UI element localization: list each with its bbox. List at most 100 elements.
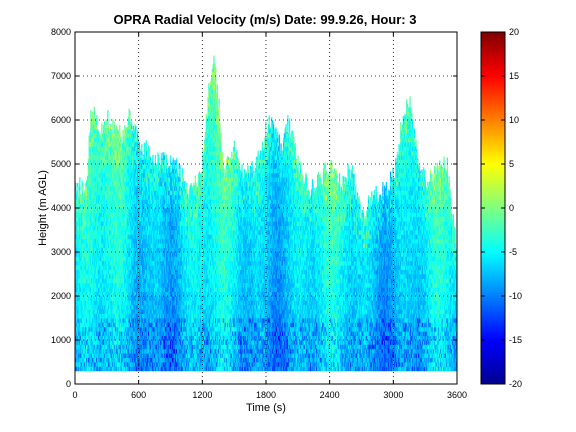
heatmap-cell [99, 172, 101, 178]
heatmap-cell [93, 353, 95, 358]
heatmap-cell [89, 287, 91, 292]
heatmap-cell [88, 291, 90, 297]
heatmap-cell [81, 181, 84, 187]
heatmap-cell [100, 181, 102, 187]
heatmap-cell [79, 238, 81, 244]
heatmap-cell [101, 260, 103, 266]
heatmap-cell [101, 296, 103, 301]
heatmap-cell [80, 230, 83, 235]
heatmap-cell [80, 225, 82, 231]
heatmap-cell [82, 300, 84, 306]
heatmap-cell [90, 164, 92, 169]
heatmap-cell [101, 357, 103, 363]
heatmap-cell [91, 318, 93, 323]
heatmap-cell [75, 238, 77, 244]
heatmap-cell [86, 331, 88, 336]
heatmap-cell [83, 362, 85, 367]
heatmap-cell [88, 309, 90, 314]
heatmap-cell [84, 348, 86, 354]
heatmap-cell [103, 340, 106, 345]
heatmap-cell [88, 203, 90, 209]
heatmap-cell [103, 247, 105, 253]
heatmap-cell [76, 182, 78, 187]
heatmap-cell [78, 186, 80, 191]
heatmap-cell [75, 252, 78, 257]
heatmap-cell [80, 296, 82, 301]
heatmap-cell [94, 331, 96, 336]
heatmap-cell [77, 357, 79, 363]
heatmap-cell [84, 199, 86, 204]
heatmap-cell [97, 203, 99, 209]
heatmap-cell [91, 282, 94, 288]
heatmap-cell [103, 252, 106, 257]
heatmap-cell [78, 340, 80, 345]
heatmap-cell [97, 326, 99, 332]
heatmap-cell [82, 366, 84, 372]
heatmap-cell [94, 304, 96, 310]
heatmap-cell [93, 362, 95, 367]
heatmap-cell [95, 296, 97, 301]
heatmap-cell [98, 194, 101, 200]
heatmap-cell [94, 194, 96, 200]
heatmap-cell [90, 190, 92, 196]
heatmap-cell [94, 318, 96, 323]
heatmap-cell [77, 309, 79, 314]
heatmap-cell [98, 177, 101, 182]
heatmap-cell [95, 137, 97, 143]
heatmap-cell [93, 318, 95, 323]
heatmap-cell [91, 124, 93, 130]
heatmap-cell [86, 366, 89, 372]
heatmap-cell [94, 282, 96, 288]
heatmap-cell [96, 313, 98, 319]
heatmap-cell [91, 252, 94, 257]
heatmap-cell [100, 186, 102, 191]
heatmap-cell [99, 234, 101, 240]
heatmap-cell [80, 194, 82, 196]
heatmap-cell [93, 221, 95, 226]
heatmap-cell [91, 340, 94, 345]
heatmap-cell [135, 126, 137, 130]
heatmap-cell [83, 322, 85, 328]
heatmap-cell [90, 269, 92, 275]
heatmap-cell [84, 331, 86, 336]
heatmap-cell [93, 291, 95, 297]
heatmap-cell [84, 300, 86, 306]
heatmap-cell [90, 142, 92, 147]
heatmap-cell [77, 238, 79, 244]
heatmap-cell [77, 296, 79, 301]
heatmap-cell [112, 118, 114, 121]
heatmap-cell [93, 304, 95, 310]
heatmap-cell [96, 340, 98, 345]
heatmap-cell [97, 133, 100, 138]
heatmap-cell [98, 309, 101, 314]
heatmap-cell [85, 260, 87, 266]
heatmap-cell [75, 296, 77, 301]
heatmap-cell [83, 296, 85, 301]
heatmap-cell [99, 348, 101, 354]
heatmap-cell [131, 124, 133, 130]
heatmap-cell [87, 348, 89, 354]
heatmap-cell [101, 274, 103, 279]
heatmap-cell [80, 357, 82, 363]
heatmap-cell [88, 313, 90, 319]
heatmap-cell [103, 177, 106, 182]
heatmap-cell [102, 208, 104, 213]
heatmap-cell [102, 212, 104, 218]
heatmap-cell [91, 190, 93, 196]
heatmap-cell [77, 269, 79, 275]
heatmap-cell [103, 155, 105, 160]
heatmap-cell [103, 353, 106, 358]
heatmap-cell [89, 252, 91, 257]
heatmap-cell [84, 318, 86, 323]
heatmap-cell [91, 252, 93, 257]
heatmap-cell [78, 335, 80, 341]
heatmap-cell [134, 124, 136, 125]
heatmap-cell [101, 265, 103, 270]
heatmap-cell [102, 353, 104, 358]
heatmap-cell [99, 208, 101, 213]
heatmap-cell [99, 137, 101, 143]
heatmap-cell [90, 353, 92, 358]
heatmap-cell [81, 335, 84, 341]
heatmap-cell [76, 296, 78, 301]
heatmap-cell [86, 225, 88, 231]
